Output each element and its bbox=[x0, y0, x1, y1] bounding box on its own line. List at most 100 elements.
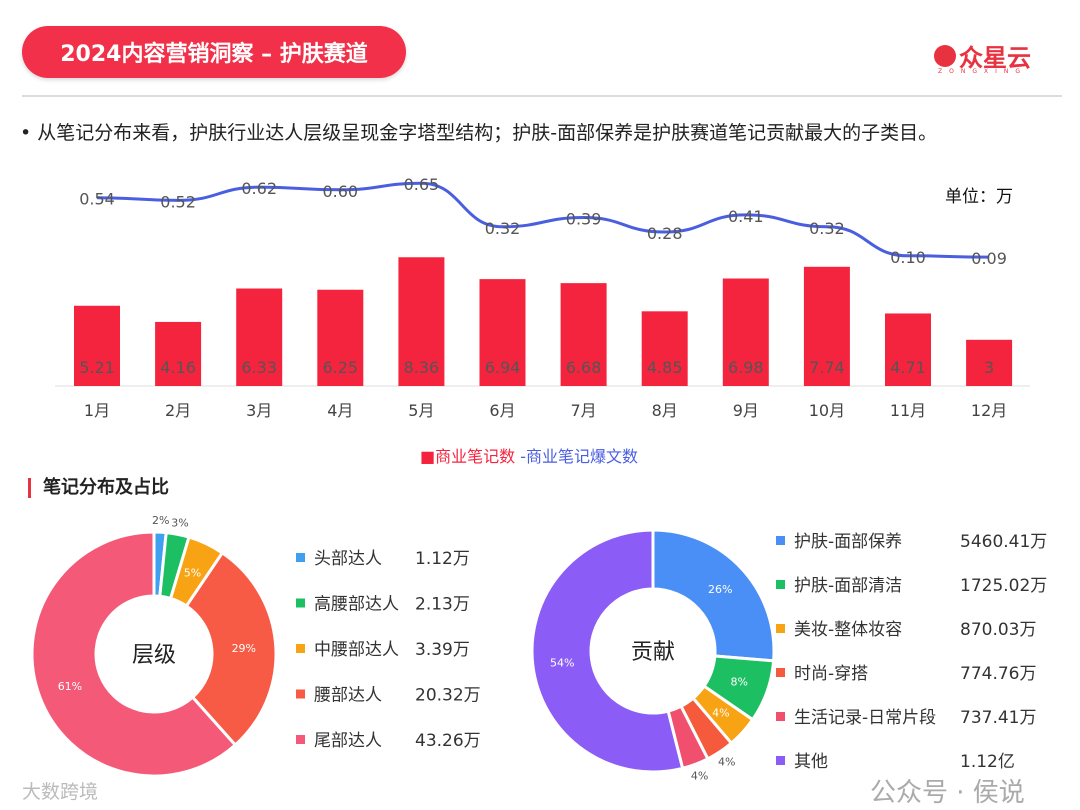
brand-logo: 众星云 bbox=[934, 38, 1031, 73]
line-value-label: 0.09 bbox=[971, 249, 1007, 268]
slice-percent-label: 3% bbox=[171, 517, 188, 530]
bar-value-label: 4.71 bbox=[890, 358, 926, 377]
legend-label: 时尚-穿搭 bbox=[794, 664, 868, 684]
bar bbox=[803, 266, 850, 386]
donut-slice bbox=[651, 528, 776, 663]
unit-label: 单位：万 bbox=[945, 187, 1013, 207]
bar bbox=[479, 279, 526, 386]
legend-label: 尾部达人 bbox=[314, 731, 382, 751]
slice-percent-label: 4% bbox=[718, 756, 735, 769]
legend-value: 1.12万 bbox=[415, 549, 470, 569]
legend-label: 头部达人 bbox=[314, 549, 382, 569]
slice-percent-label: 8% bbox=[730, 676, 747, 689]
legend-bar: ■商业笔记数 bbox=[420, 447, 516, 466]
line-value-label: 0.41 bbox=[728, 207, 764, 226]
bar bbox=[641, 311, 688, 386]
logo-subtext: ZONGXING bbox=[938, 68, 1027, 75]
legend-swatch bbox=[776, 580, 785, 589]
slice-percent-label: 4% bbox=[712, 706, 729, 719]
legend-swatch bbox=[296, 644, 305, 653]
legend-value: 3.39万 bbox=[415, 640, 470, 660]
legend-label: 中腰部达人 bbox=[314, 640, 399, 660]
x-tick-label: 2月 bbox=[165, 401, 191, 420]
logo-icon bbox=[934, 44, 956, 67]
line-value-label: 0.10 bbox=[890, 248, 926, 267]
slice-percent-label: 26% bbox=[708, 583, 732, 596]
bar bbox=[722, 278, 769, 386]
legend-swatch bbox=[776, 756, 785, 765]
donut-slice bbox=[30, 530, 238, 778]
x-tick-label: 7月 bbox=[571, 401, 597, 420]
legend-value: 20.32万 bbox=[415, 686, 481, 706]
bar-value-label: 7.74 bbox=[809, 358, 845, 377]
bar bbox=[74, 305, 120, 386]
x-tick-label: 1月 bbox=[84, 401, 110, 420]
bar-value-label: 4.85 bbox=[647, 358, 683, 377]
bar bbox=[155, 321, 202, 386]
legend-value: 1.12亿 bbox=[960, 752, 1015, 772]
legend-swatch bbox=[776, 668, 785, 677]
bar bbox=[560, 283, 607, 386]
legend-value: 5460.41万 bbox=[960, 532, 1047, 552]
legend-swatch bbox=[296, 598, 305, 608]
watermark: 公众号 · 侯说 bbox=[870, 778, 1025, 808]
watermark-corner: 大数跨境 bbox=[22, 781, 99, 803]
slice-percent-label: 2% bbox=[152, 514, 169, 527]
line-value-label: 0.28 bbox=[647, 224, 683, 243]
line-value-label: 0.32 bbox=[485, 219, 521, 238]
legend-value: 774.76万 bbox=[960, 664, 1036, 684]
line-value-label: 0.52 bbox=[160, 192, 196, 211]
x-tick-label: 5月 bbox=[408, 401, 434, 420]
bar-value-label: 3 bbox=[984, 358, 994, 377]
line-series bbox=[96, 181, 990, 259]
x-tick-label: 9月 bbox=[733, 401, 759, 420]
legend-swatch bbox=[776, 536, 785, 545]
slice-percent-label: 61% bbox=[58, 680, 82, 693]
slice-percent-label: 4% bbox=[691, 770, 708, 783]
bar-value-label: 6.68 bbox=[566, 358, 602, 377]
donut-center-label: 贡献 bbox=[631, 640, 675, 665]
legend-label: 护肤-面部保养 bbox=[794, 532, 902, 552]
bar-value-label: 4.16 bbox=[160, 358, 196, 377]
line-value-label: 0.32 bbox=[809, 219, 845, 238]
legend-value: 1725.02万 bbox=[960, 576, 1047, 596]
chart-legend: ■商业笔记数 -商业笔记爆文数 bbox=[420, 443, 638, 467]
x-tick-label: 10月 bbox=[809, 401, 845, 420]
legend-swatch bbox=[296, 689, 305, 699]
bar-value-label: 6.94 bbox=[485, 358, 521, 377]
donut-slice bbox=[530, 528, 685, 774]
bar bbox=[966, 339, 1013, 386]
bar-value-label: 8.36 bbox=[404, 358, 440, 377]
legend-value: 870.03万 bbox=[960, 620, 1036, 640]
bar bbox=[885, 313, 931, 386]
x-tick-label: 11月 bbox=[890, 401, 926, 420]
legend-swatch bbox=[776, 712, 785, 721]
x-tick-label: 6月 bbox=[489, 401, 515, 420]
line-value-label: 0.65 bbox=[404, 175, 440, 194]
slice-percent-label: 54% bbox=[550, 656, 574, 669]
bar bbox=[236, 288, 283, 386]
legend-label: 护肤-面部清洁 bbox=[794, 576, 902, 596]
legend-swatch bbox=[776, 624, 785, 633]
legend-value: 737.41万 bbox=[960, 708, 1036, 728]
bar-value-label: 6.25 bbox=[322, 358, 358, 377]
legend-swatch bbox=[296, 735, 305, 744]
legend-line: -商业笔记爆文数 bbox=[520, 447, 638, 466]
summary-text: • 从笔记分布来看，护肤行业达人层级呈现金字塔型结构；护肤-面部保养是护肤赛道笔… bbox=[20, 122, 938, 144]
legend-label: 腰部达人 bbox=[314, 686, 382, 706]
legend-label: 生活记录-日常片段 bbox=[794, 708, 936, 728]
legend-swatch bbox=[296, 553, 305, 562]
title-banner: 2024内容营销洞察 – 护肤赛道 bbox=[22, 26, 406, 78]
legend-label: 美妆-整体妆容 bbox=[794, 620, 902, 640]
legend-value: 2.13万 bbox=[415, 595, 470, 615]
x-tick-label: 12月 bbox=[971, 401, 1007, 420]
bar-value-label: 6.98 bbox=[728, 358, 764, 377]
section-title: 笔记分布及占比 bbox=[28, 478, 169, 498]
slice-percent-label: 29% bbox=[232, 642, 256, 655]
donut-slice bbox=[184, 550, 278, 748]
legend-label: 高腰部达人 bbox=[314, 595, 399, 615]
line-value-label: 0.62 bbox=[241, 179, 277, 198]
slice-percent-label: 5% bbox=[184, 567, 201, 580]
line-value-label: 0.54 bbox=[79, 190, 115, 209]
x-tick-label: 8月 bbox=[652, 401, 678, 420]
